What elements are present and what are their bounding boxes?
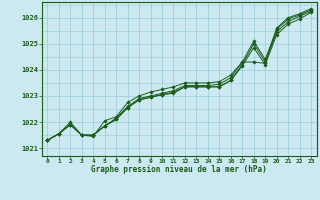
X-axis label: Graphe pression niveau de la mer (hPa): Graphe pression niveau de la mer (hPa) [91,165,267,174]
